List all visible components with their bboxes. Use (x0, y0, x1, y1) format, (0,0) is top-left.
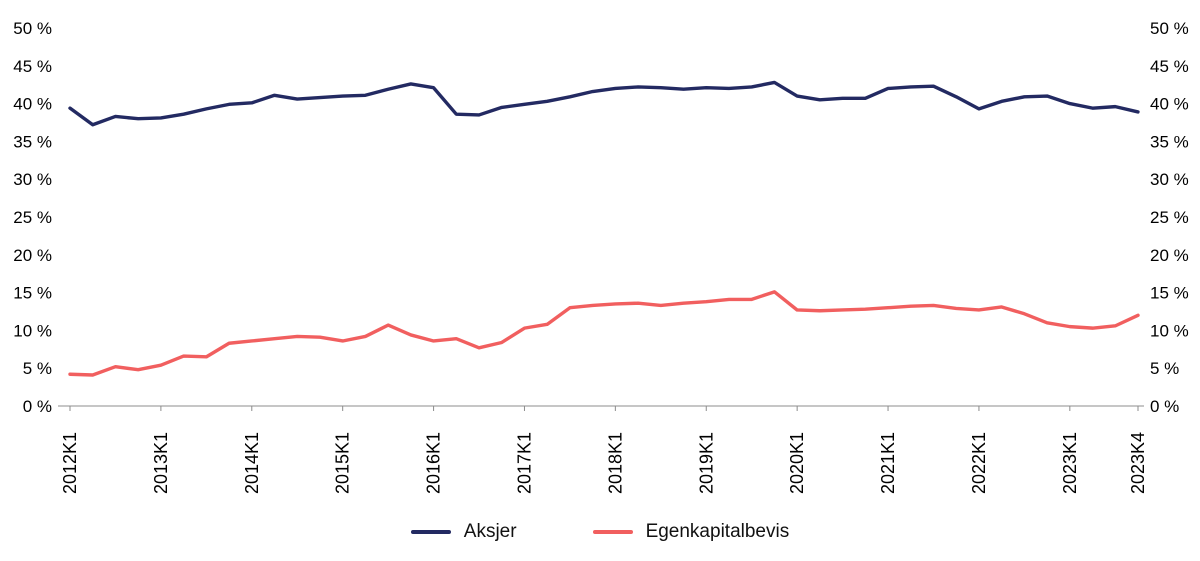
aksjer-line (68, 80, 1140, 127)
x-tick-label: 2022K1 (969, 432, 989, 494)
x-tick-label: 2014K1 (242, 432, 262, 494)
y-tick-label-right: 10 % (1150, 321, 1189, 340)
legend-item-egenkapitalbevis: Egenkapitalbevis (592, 521, 790, 543)
egenkapitalbevis-legend-swatch (592, 530, 633, 534)
aksjer-legend-swatch (410, 530, 451, 534)
y-tick-label-right: 20 % (1150, 246, 1189, 265)
y-tick-label-right: 45 % (1150, 57, 1189, 76)
y-tick-label-left: 10 % (13, 321, 52, 340)
y-tick-label-left: 50 % (13, 19, 52, 38)
x-tick-label: 2023K4 (1128, 432, 1148, 494)
y-tick-label-right: 40 % (1150, 95, 1189, 114)
y-tick-label-left: 25 % (13, 208, 52, 227)
y-axis-labels-right: 0 % 5 % 10 % 15 % 20 % 25 % 30 % 35 % 40 % 45 % 50… (1150, 19, 1189, 416)
x-tick-label: 2018K1 (605, 432, 625, 494)
x-tick-label: 2021K1 (878, 432, 898, 494)
x-tick-label: 2016K1 (424, 432, 444, 494)
y-tick-label-left: 30 % (13, 170, 52, 189)
y-tick-label-left: 0 % (23, 397, 52, 416)
x-tick-label: 2013K1 (151, 432, 171, 494)
y-tick-label-right: 50 % (1150, 19, 1189, 38)
y-axis-labels-left: 0 % 5 % 10 % 15 % 20 % 25 % 30 % 35 % 40 % 45 % 50… (13, 19, 52, 416)
egenkapitalbevis-line (68, 290, 1140, 377)
y-tick-label-left: 35 % (13, 132, 52, 151)
x-tick-label: 2015K1 (333, 432, 353, 494)
aksjer-legend-label: Aksjer (463, 521, 517, 542)
y-tick-label-right: 5 % (1150, 359, 1179, 378)
x-tick-label: 2020K1 (787, 432, 807, 494)
x-tick-label: 2019K1 (696, 432, 716, 494)
y-tick-label-left: 40 % (13, 95, 52, 114)
y-tick-label-right: 35 % (1150, 132, 1189, 151)
x-axis: 2012K1 2013K1 2014K1 2015K1 2016K1 2017K1 2018… (58, 405, 1148, 494)
y-tick-label-right: 0 % (1150, 397, 1179, 416)
y-tick-label-left: 15 % (13, 284, 52, 303)
x-tick-label: 2012K1 (60, 432, 80, 494)
y-tick-label-right: 25 % (1150, 208, 1189, 227)
egenkapitalbevis-legend-label: Egenkapitalbevis (645, 521, 790, 542)
y-tick-label-left: 20 % (13, 246, 52, 265)
x-tick-label: 2023K1 (1060, 432, 1080, 494)
line-chart: 0 % 5 % 10 % 15 % 20 % 25 % 30 % 35 % 40 % 45 % 50… (13, 19, 1189, 494)
x-tick-label: 2017K1 (514, 432, 534, 494)
chart-legend: Aksjer Egenkapitalbevis (0, 521, 1200, 543)
y-tick-label-right: 30 % (1150, 170, 1189, 189)
y-tick-label-left: 45 % (13, 57, 52, 76)
y-tick-label-right: 15 % (1150, 284, 1189, 303)
y-tick-label-left: 5 % (23, 359, 52, 378)
legend-item-aksjer: Aksjer (410, 521, 517, 543)
